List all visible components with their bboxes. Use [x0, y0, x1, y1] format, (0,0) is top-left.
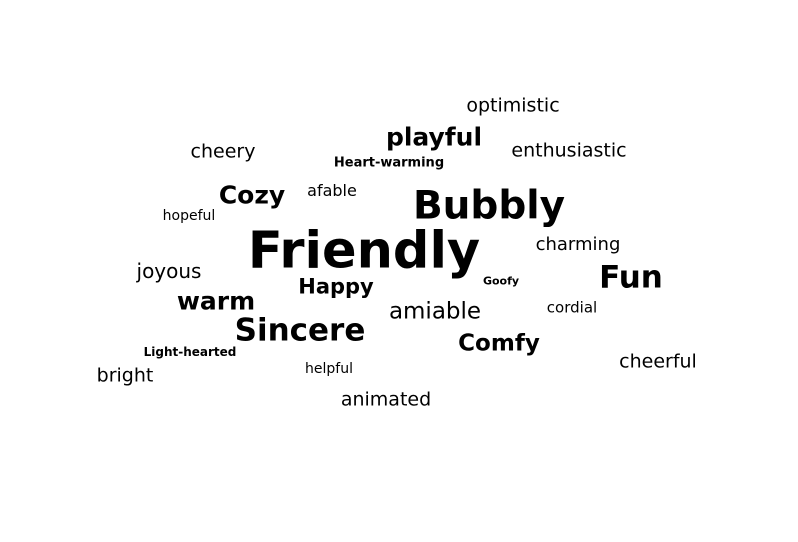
word-joyous: joyous [136, 259, 202, 283]
word-enthusiastic: enthusiastic [511, 139, 627, 162]
word-cordial: cordial [546, 298, 598, 317]
word-light-hearted: Light-hearted [143, 345, 237, 359]
word-amiable: amiable [388, 298, 482, 325]
word-warm: warm [176, 286, 256, 316]
word-animated: animated [340, 388, 432, 411]
word-hopeful: hopeful [162, 208, 216, 224]
word-optimistic: optimistic [466, 94, 560, 117]
word-cozy: Cozy [218, 180, 286, 210]
word-bright: bright [96, 364, 154, 387]
word-friendly: Friendly [247, 221, 481, 281]
word-playful: playful [385, 122, 483, 152]
word-afable: afable [307, 181, 357, 200]
word-cheery: cheery [190, 140, 256, 163]
word-bubbly: Bubbly [412, 183, 566, 229]
word-fun: Fun [599, 259, 663, 296]
word-helpful: helpful [305, 361, 353, 377]
word-sincere: Sincere [234, 312, 366, 349]
word-charming: charming [535, 234, 621, 255]
word-goofy: Goofy [482, 274, 520, 288]
word-happy: Happy [298, 274, 374, 299]
word-cheerful: cheerful [619, 350, 697, 373]
word-heart-warming: Heart-warming [333, 155, 445, 171]
word-comfy: Comfy [458, 330, 540, 357]
